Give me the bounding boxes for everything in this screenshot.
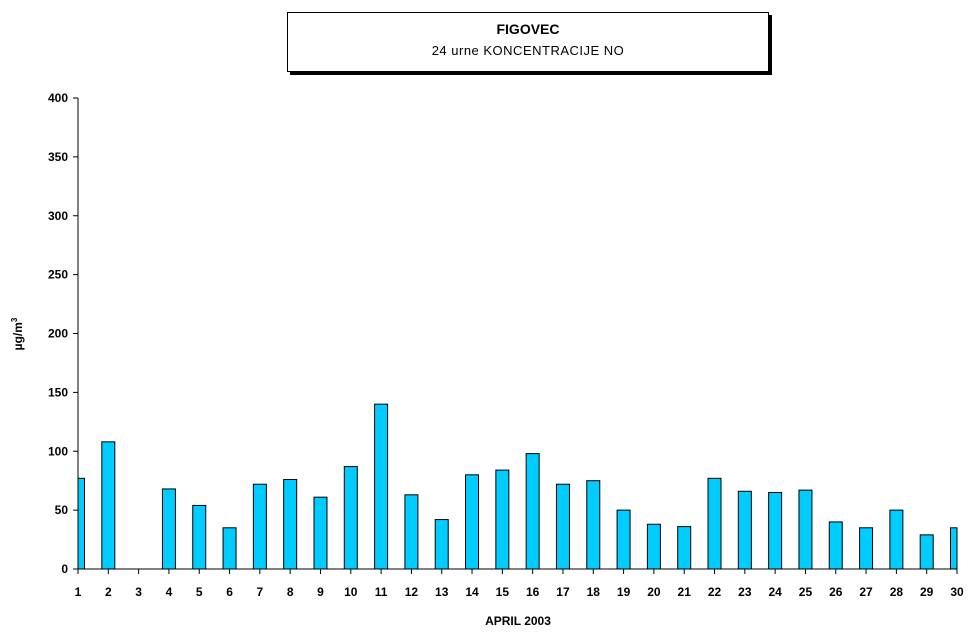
bar bbox=[434, 519, 449, 570]
bar bbox=[252, 483, 267, 570]
bar bbox=[161, 488, 176, 570]
x-tick-label: 23 bbox=[738, 585, 752, 599]
x-tick-label: 17 bbox=[556, 585, 570, 599]
x-tick-label: 4 bbox=[166, 585, 173, 599]
x-tick-label: 28 bbox=[890, 585, 904, 599]
x-tick-label: 8 bbox=[287, 585, 294, 599]
y-tick-label: 200 bbox=[48, 327, 68, 341]
y-axis-title: µg/m3 bbox=[10, 317, 25, 350]
bar bbox=[768, 491, 783, 570]
bar bbox=[343, 466, 358, 570]
y-axis-title-superscript: 3 bbox=[10, 317, 19, 322]
y-tick-label: 150 bbox=[48, 385, 68, 399]
y-tick-label: 50 bbox=[55, 503, 69, 517]
bar bbox=[555, 483, 570, 570]
x-tick-label: 20 bbox=[647, 585, 661, 599]
y-tick-label: 250 bbox=[48, 268, 68, 282]
x-tick-label: 12 bbox=[405, 585, 419, 599]
bar bbox=[465, 474, 480, 570]
x-tick-label: 7 bbox=[257, 585, 264, 599]
y-tick-label: 0 bbox=[61, 562, 68, 576]
x-tick-label: 24 bbox=[768, 585, 782, 599]
bar bbox=[950, 527, 958, 570]
bar bbox=[828, 521, 843, 570]
chart-title: FIGOVEC bbox=[496, 21, 560, 37]
x-tick-label: 30 bbox=[950, 585, 964, 599]
x-tick-label: 11 bbox=[375, 585, 388, 599]
bar bbox=[222, 527, 237, 570]
y-tick-label: 300 bbox=[48, 209, 68, 223]
y-axis-title-unit: µg/m bbox=[11, 322, 25, 350]
y-tick-label: 400 bbox=[48, 91, 68, 105]
bar bbox=[677, 526, 692, 570]
x-tick-label: 10 bbox=[344, 585, 358, 599]
bar bbox=[646, 523, 661, 570]
bar bbox=[313, 496, 328, 570]
bar bbox=[798, 489, 813, 570]
bar bbox=[404, 494, 419, 570]
x-tick-label: 1 bbox=[75, 585, 82, 599]
x-tick-label: 15 bbox=[496, 585, 510, 599]
x-tick-label: 22 bbox=[708, 585, 722, 599]
bar bbox=[192, 504, 207, 570]
bar bbox=[101, 441, 116, 570]
bar bbox=[283, 479, 298, 570]
x-tick-label: 27 bbox=[859, 585, 873, 599]
bar bbox=[495, 469, 510, 570]
x-tick-label: 21 bbox=[678, 585, 692, 599]
y-tick-label: 350 bbox=[48, 150, 68, 164]
x-axis-title: APRIL 2003 bbox=[485, 614, 551, 628]
x-tick-label: 19 bbox=[617, 585, 631, 599]
bar bbox=[374, 403, 389, 570]
bar bbox=[77, 477, 85, 570]
x-tick-label: 6 bbox=[226, 585, 233, 599]
bar bbox=[859, 527, 874, 570]
x-tick-label: 5 bbox=[196, 585, 203, 599]
bar bbox=[525, 453, 540, 570]
x-tick-label: 25 bbox=[799, 585, 813, 599]
y-tick-label: 100 bbox=[48, 444, 68, 458]
bar bbox=[737, 490, 752, 570]
bar bbox=[889, 509, 904, 570]
chart-title-box: FIGOVEC 24 urne KONCENTRACIJE NO bbox=[287, 12, 769, 72]
x-tick-label: 16 bbox=[526, 585, 540, 599]
x-tick-label: 3 bbox=[135, 585, 142, 599]
bar bbox=[707, 477, 722, 570]
x-tick-label: 14 bbox=[465, 585, 479, 599]
x-tick-label: 29 bbox=[920, 585, 934, 599]
x-tick-label: 13 bbox=[435, 585, 449, 599]
chart-subtitle: 24 urne KONCENTRACIJE NO bbox=[431, 43, 625, 58]
bar bbox=[616, 509, 631, 570]
x-tick-label: 26 bbox=[829, 585, 843, 599]
bar bbox=[586, 480, 601, 570]
x-tick-label: 18 bbox=[587, 585, 601, 599]
bar bbox=[919, 534, 934, 570]
x-tick-label: 9 bbox=[317, 585, 324, 599]
x-tick-label: 2 bbox=[105, 585, 112, 599]
